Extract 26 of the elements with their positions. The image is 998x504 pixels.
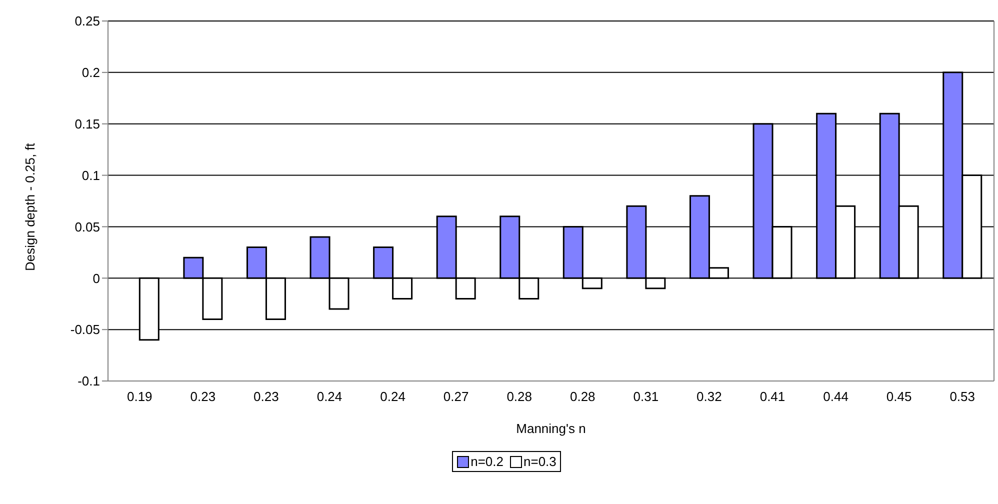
x-tick-label: 0.32 [696, 389, 722, 404]
x-tick-label: 0.44 [823, 389, 848, 404]
y-tick-label: -0.1 [78, 374, 100, 389]
y-tick-label: 0.05 [74, 219, 100, 234]
legend-label: n=0.3 [522, 454, 556, 469]
x-tick-label: 0.19 [126, 389, 152, 404]
y-axis-title: Design depth - 0.25, ft [22, 142, 38, 271]
y-tick-label: 0.1 [82, 168, 100, 183]
x-tick-label: 0.24 [316, 389, 342, 404]
legend-label: n=0.2 [470, 454, 504, 469]
y-tick-label: -0.05 [70, 322, 100, 338]
y-tick-label: 0.25 [74, 14, 100, 29]
x-axis-title: Manning's n [516, 421, 586, 436]
y-tick-label: 0 [92, 270, 100, 286]
x-tick-label: 0.24 [380, 389, 406, 404]
x-tick-label: 0.41 [760, 389, 786, 404]
x-tick-label: 0.23 [254, 389, 279, 404]
x-tick-label: 0.23 [190, 389, 216, 404]
x-tick-label: 0.28 [506, 389, 532, 404]
y-tick-label: 0.2 [82, 65, 100, 80]
x-tick-label: 0.28 [570, 389, 596, 404]
x-tick-label: 0.45 [886, 389, 912, 404]
x-tick-label: 0.27 [443, 389, 469, 404]
x-tick-label: 0.53 [950, 389, 976, 404]
y-tick-label: 0.15 [74, 116, 100, 132]
x-tick-label: 0.31 [633, 389, 659, 404]
